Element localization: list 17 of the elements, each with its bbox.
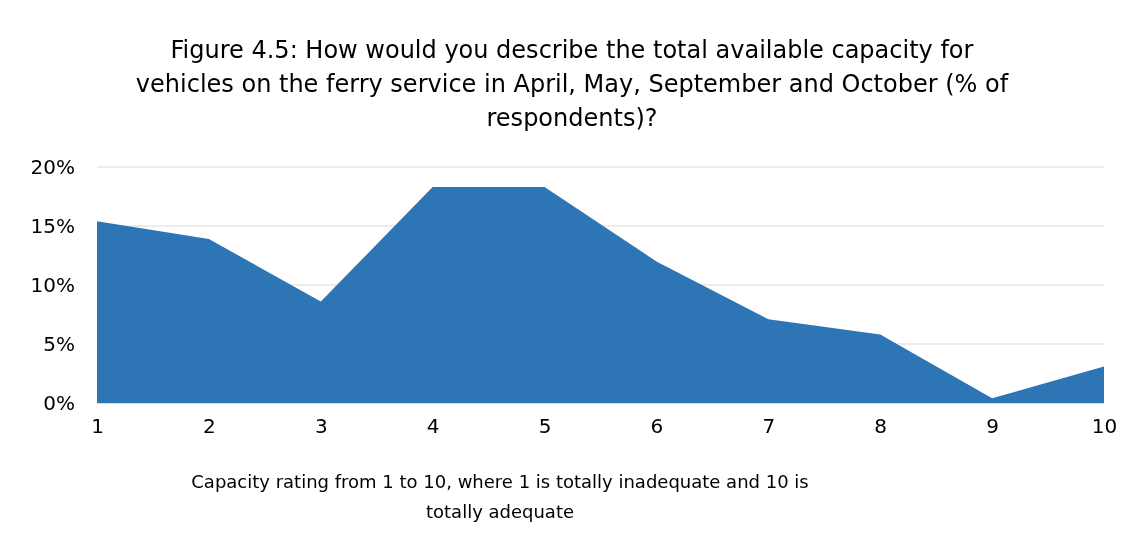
x-axis-title: Capacity rating from 1 to 10, where 1 is totally inadequate and 10 is totally adequate	[191, 471, 809, 522]
y-tick-label: 0%	[43, 390, 75, 415]
x-tick-label: 9	[986, 414, 999, 439]
y-tick-label: 15%	[30, 213, 75, 238]
x-tick-label: 4	[426, 414, 440, 439]
x-tick-label: 3	[314, 414, 328, 439]
x-tick-label: 10	[1091, 414, 1118, 439]
x-tick-label: 5	[538, 414, 552, 439]
x-tick-label: 8	[874, 414, 888, 439]
chart-title: Figure 4.5: How would you describe the total available capacity for vehicles on the ferry service in April, May, September and October (% of respondents)?	[135, 36, 1009, 132]
x-tick-label: 6	[650, 414, 664, 439]
y-tick-label: 10%	[30, 272, 75, 297]
x-tick-label: 2	[203, 414, 216, 439]
x-tick-label: 1	[91, 414, 104, 439]
x-tick-label: 7	[762, 414, 776, 439]
y-tick-label: 5%	[43, 331, 75, 356]
y-tick-label: 20%	[30, 154, 75, 179]
